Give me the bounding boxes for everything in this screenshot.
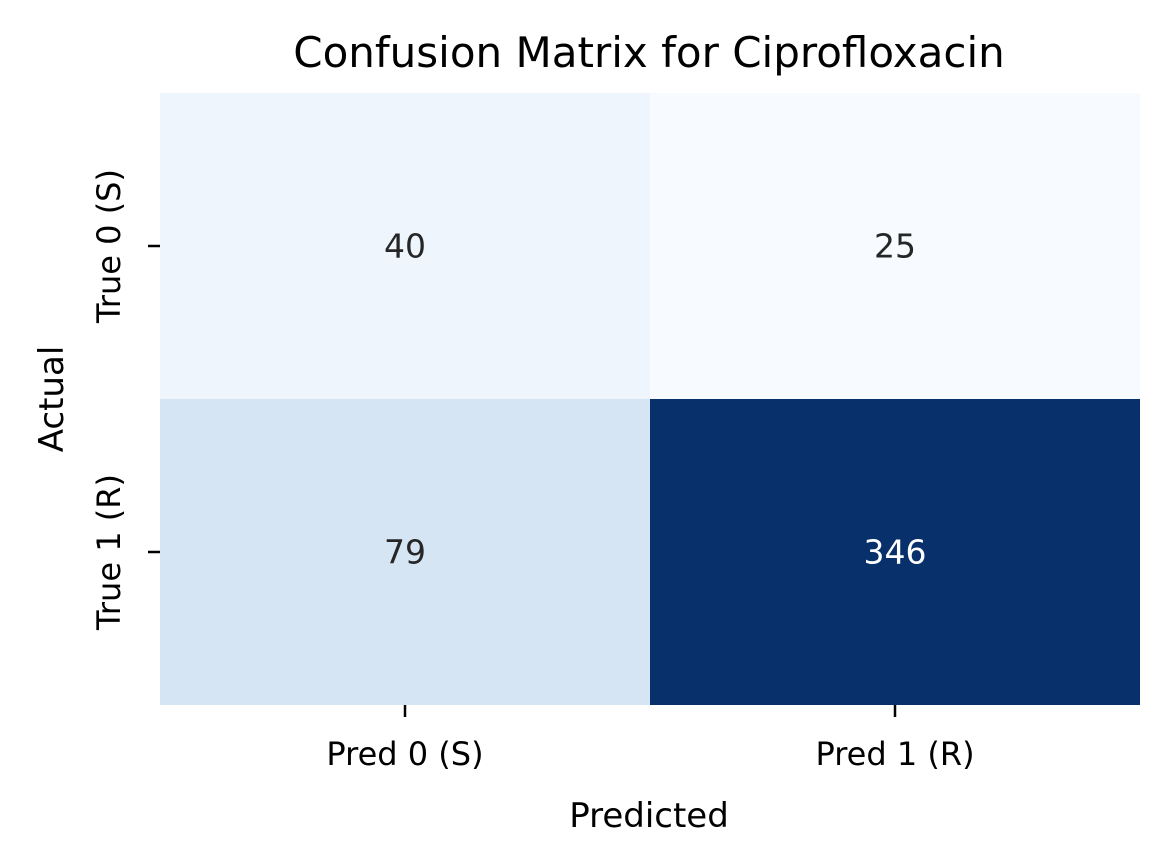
x-tick-label-0: Pred 0 (S) bbox=[326, 735, 483, 773]
x-axis-ticks: Pred 0 (S) Pred 1 (R) bbox=[326, 705, 975, 773]
heatmap-cell-r1-c1 bbox=[650, 399, 1140, 705]
heatmap-cells bbox=[160, 93, 1140, 705]
y-axis-ticks: True 0 (S) True 1 (R) bbox=[90, 169, 160, 631]
heatmap-cell-r0-c0 bbox=[160, 93, 650, 399]
x-axis-label: Predicted bbox=[569, 796, 729, 836]
x-tick-label-1: Pred 1 (R) bbox=[815, 735, 974, 773]
heatmap-cell-label-r1-c1: 346 bbox=[864, 533, 927, 572]
heatmap-cell-label-r1-c0: 79 bbox=[384, 533, 426, 572]
chart-title: Confusion Matrix for Ciprofloxacin bbox=[293, 28, 1004, 77]
y-axis-label: Actual bbox=[32, 346, 72, 453]
heatmap-cell-labels: 40 25 79 346 bbox=[384, 227, 927, 572]
y-tick-label-0: True 0 (S) bbox=[90, 169, 128, 324]
heatmap-cell-r0-c1 bbox=[650, 93, 1140, 399]
y-tick-label-1: True 1 (R) bbox=[90, 474, 128, 631]
heatmap-cell-r1-c0 bbox=[160, 399, 650, 705]
heatmap-cell-label-r0-c0: 40 bbox=[384, 227, 426, 266]
heatmap-cell-label-r0-c1: 25 bbox=[874, 227, 916, 266]
